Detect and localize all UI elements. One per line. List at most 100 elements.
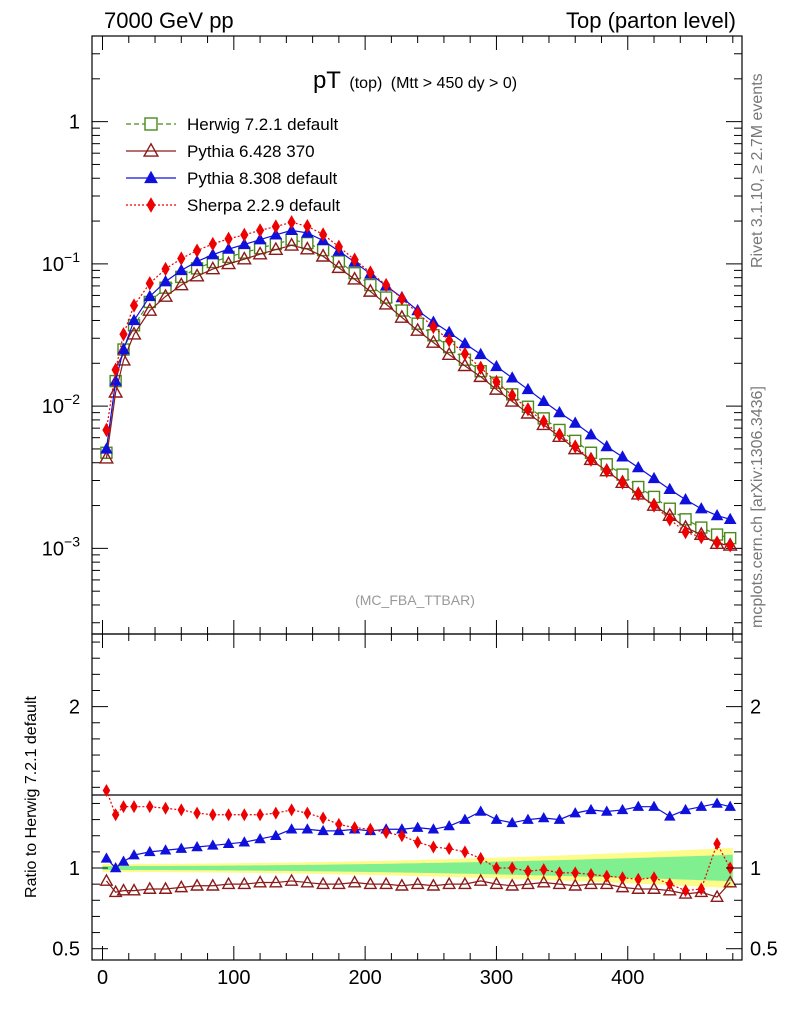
data-point — [268, 241, 284, 255]
data-point — [571, 866, 579, 880]
data-point — [569, 807, 581, 818]
rivet-label: Rivet 3.1.10, ≥ 2.7M events — [749, 73, 766, 268]
data-point — [301, 823, 314, 834]
legend-item: Pythia 8.308 default — [126, 169, 338, 188]
data-point — [394, 878, 409, 891]
data-point — [410, 876, 425, 890]
data-point — [318, 227, 328, 242]
data-point — [723, 512, 737, 525]
data-point — [111, 362, 120, 377]
data-point — [207, 839, 219, 850]
header-right: Top (parton level) — [566, 8, 736, 33]
data-point — [441, 346, 457, 361]
main-panel: 10−3 10−2 10−1 1 pT (top) (Mtt > 450 dy > 0… — [42, 35, 743, 635]
data-point — [128, 849, 140, 860]
data-point — [649, 498, 659, 513]
data-point — [174, 263, 188, 276]
data-point — [331, 259, 347, 274]
data-point — [287, 215, 296, 230]
data-point — [221, 255, 237, 270]
data-point — [632, 800, 645, 811]
data-point — [270, 829, 282, 840]
data-point — [331, 876, 346, 890]
data-point — [127, 883, 141, 896]
data-point — [254, 832, 266, 844]
data-point — [413, 835, 422, 849]
data-point — [317, 824, 329, 836]
data-point — [459, 813, 471, 824]
data-point — [237, 876, 252, 890]
data-point — [102, 784, 111, 798]
data-point — [585, 803, 597, 815]
legend-marker — [144, 170, 158, 184]
series-line — [105, 244, 731, 546]
watermark: (MC_FBA_TTBAR) — [355, 592, 475, 608]
data-point — [490, 813, 503, 824]
data-point — [237, 237, 251, 250]
data-point — [205, 878, 220, 891]
data-point — [238, 836, 251, 847]
plot-title-sub: (top) — [349, 75, 382, 92]
series-0 — [99, 873, 738, 903]
data-point — [679, 803, 692, 815]
x-tick-label: 200 — [348, 967, 381, 989]
data-point — [411, 821, 424, 832]
data-point — [681, 525, 690, 540]
data-point — [681, 884, 690, 898]
legend-label: Pythia 6.428 370 — [187, 142, 315, 161]
data-point — [490, 359, 503, 372]
data-point — [555, 427, 564, 442]
data-point — [616, 803, 629, 815]
y-tick-label: 1 — [69, 112, 80, 134]
data-point — [189, 268, 205, 282]
data-point — [379, 876, 394, 890]
data-point — [303, 219, 312, 234]
y-tick-label: 10−1 — [42, 249, 80, 276]
x-tick-label: 0 — [97, 967, 108, 989]
data-point — [524, 864, 532, 878]
data-point — [366, 822, 375, 836]
data-point — [694, 884, 709, 898]
data-point — [315, 248, 331, 262]
data-point — [650, 871, 658, 885]
data-point — [616, 450, 629, 462]
mcplots-label: mcplots.cern.ch [arXiv:1306.3436] — [749, 386, 766, 628]
data-point — [191, 841, 203, 852]
plot-title: pT (top) (Mtt > 450 dy > 0) — [313, 67, 517, 94]
data-point — [679, 513, 692, 526]
data-point — [600, 805, 613, 816]
data-point — [492, 861, 501, 875]
ratio-y-tick-label: 2 — [69, 697, 80, 719]
data-point — [505, 371, 519, 383]
data-point — [284, 873, 299, 886]
data-point — [111, 808, 120, 822]
data-point — [618, 475, 627, 490]
x-tick-label: 300 — [480, 967, 513, 989]
data-point — [102, 422, 111, 438]
data-point — [553, 813, 566, 824]
data-point — [429, 319, 438, 335]
data-point — [537, 394, 551, 407]
data-point — [161, 801, 170, 815]
data-point — [726, 538, 735, 553]
legend-item: Herwig 7.2.1 default — [126, 115, 338, 134]
data-point — [397, 291, 407, 306]
data-point — [710, 508, 724, 521]
data-point — [177, 251, 186, 266]
data-point — [539, 863, 548, 877]
data-point — [253, 233, 267, 245]
data-point — [146, 800, 154, 814]
legend-item: Sherpa 2.2.9 default — [126, 196, 340, 215]
data-point — [269, 228, 283, 240]
plot-title-cut: (Mtt > 450 dy > 0) — [391, 75, 517, 92]
data-point — [127, 313, 141, 326]
data-point — [445, 333, 454, 348]
data-point — [457, 357, 473, 372]
data-point — [634, 872, 643, 886]
data-point — [224, 808, 233, 822]
data-point — [647, 881, 661, 894]
data-point — [236, 251, 252, 265]
data-point — [679, 493, 692, 505]
data-point — [100, 852, 113, 863]
